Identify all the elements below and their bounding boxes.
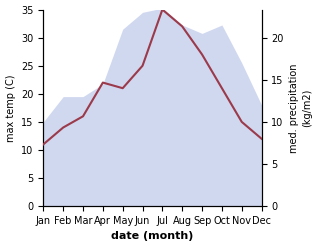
Y-axis label: max temp (C): max temp (C): [5, 74, 16, 142]
X-axis label: date (month): date (month): [111, 231, 194, 242]
Y-axis label: med. precipitation
(kg/m2): med. precipitation (kg/m2): [289, 63, 313, 153]
